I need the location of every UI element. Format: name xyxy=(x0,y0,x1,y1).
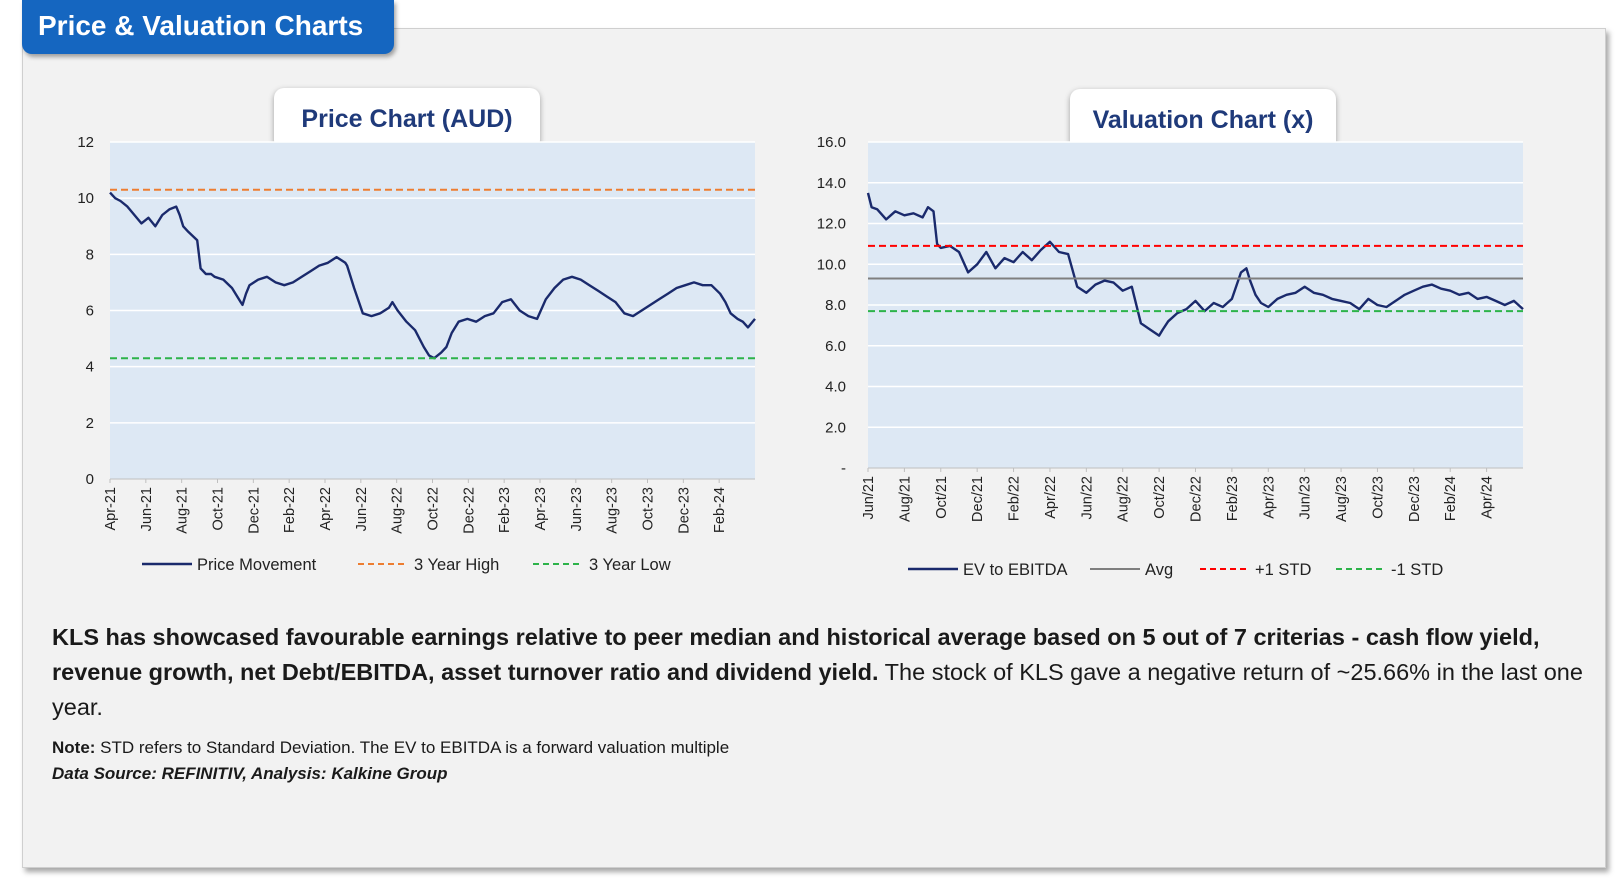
price-chart-title: Price Chart (AUD) xyxy=(274,88,540,150)
y-tick-label: 10.0 xyxy=(817,256,846,273)
x-tick-label: Dec/21 xyxy=(970,476,986,522)
legend-label: EV to EBITDA xyxy=(963,561,1068,579)
y-tick-label: 4.0 xyxy=(825,379,846,396)
note-line: Note: STD refers to Standard Deviation. … xyxy=(52,738,729,758)
y-tick-label: 6.0 xyxy=(825,338,846,355)
note-text: STD refers to Standard Deviation. The EV… xyxy=(95,738,730,757)
section-title: Price & Valuation Charts xyxy=(22,0,394,54)
legend-label: 3 Year Low xyxy=(589,556,671,574)
x-tick-label: Feb-23 xyxy=(497,487,513,533)
x-tick-label: Apr/23 xyxy=(1261,476,1277,519)
y-tick-label: 2 xyxy=(86,415,94,432)
y-tick-label: 8 xyxy=(86,246,94,263)
valuation-chart-title: Valuation Chart (x) xyxy=(1070,89,1336,151)
legend-label: -1 STD xyxy=(1391,561,1443,579)
y-tick-label: 16.0 xyxy=(817,134,846,151)
x-tick-label: Dec-21 xyxy=(246,487,262,534)
x-tick-label: Oct/21 xyxy=(934,476,950,519)
x-tick-label: Aug/22 xyxy=(1116,476,1132,522)
legend-label: Price Movement xyxy=(197,556,317,574)
x-tick-label: Aug/21 xyxy=(897,476,913,522)
y-tick-label: - xyxy=(841,460,846,477)
series-line-price-movement xyxy=(109,191,756,360)
x-tick-label: Oct-21 xyxy=(211,487,227,531)
x-tick-label: Aug-21 xyxy=(175,487,191,534)
y-tick-label: 12.0 xyxy=(817,216,846,233)
x-tick-label: Aug-22 xyxy=(390,487,406,534)
y-tick-label: 8.0 xyxy=(825,297,846,314)
x-tick-label: Dec-22 xyxy=(461,487,477,534)
x-tick-label: Jun-21 xyxy=(139,487,155,531)
x-tick-label: Feb/23 xyxy=(1225,476,1241,521)
y-tick-label: 6 xyxy=(86,303,94,320)
x-tick-label: Feb-22 xyxy=(282,487,298,533)
summary-regular-text: The stock of KLS gave a negative return … xyxy=(52,659,1583,720)
legend-label: Avg xyxy=(1145,561,1173,579)
x-tick-label: Jun/22 xyxy=(1079,476,1095,520)
x-tick-label: Dec/23 xyxy=(1407,476,1423,522)
x-tick-label: Apr/24 xyxy=(1480,476,1496,519)
x-tick-label: Apr-23 xyxy=(533,487,549,531)
valuation-chart: - 2.0 4.0 6.0 8.0 10.0 12.0 14.0 16.0 Jun/21 Aug/2… xyxy=(817,134,1524,579)
x-tick-label: Dec/22 xyxy=(1189,476,1205,522)
x-tick-label: Oct/22 xyxy=(1152,476,1168,519)
summary-paragraph: KLS has showcased favourable earnings re… xyxy=(52,620,1597,725)
x-tick-label: Jun/23 xyxy=(1298,476,1314,520)
x-tick-label: Apr/22 xyxy=(1043,476,1059,519)
data-source: Data Source: REFINITIV, Analysis: Kalkin… xyxy=(52,764,448,783)
charts-canvas: 0 2 4 6 8 10 12 Apr-21 Jun-21 Aug-21 Oct-21 Dec-21 F… xyxy=(77,134,1524,579)
x-tick-label: Aug/23 xyxy=(1334,476,1350,522)
x-tick-label: Oct-23 xyxy=(641,487,657,531)
x-tick-label: Feb/24 xyxy=(1443,476,1459,521)
x-tick-label: Dec-23 xyxy=(676,487,692,534)
y-tick-label: 12 xyxy=(77,134,94,151)
y-tick-label: 4 xyxy=(86,359,94,376)
price-chart: 0 2 4 6 8 10 12 Apr-21 Jun-21 Aug-21 Oct-21 Dec-21 F… xyxy=(77,134,756,574)
y-tick-label: 2.0 xyxy=(825,419,846,436)
legend-label: +1 STD xyxy=(1255,561,1311,579)
y-tick-label: 10 xyxy=(77,190,94,207)
x-tick-label: Jun-22 xyxy=(354,487,370,531)
x-tick-label: Jun-23 xyxy=(569,487,585,531)
x-tick-label: Oct-22 xyxy=(426,487,442,531)
series-line-ev-to-ebitda xyxy=(866,192,1524,337)
x-tick-label: Feb-24 xyxy=(712,487,728,533)
x-tick-label: Apr-21 xyxy=(103,487,119,531)
legend-label: 3 Year High xyxy=(414,556,499,574)
x-tick-label: Feb/22 xyxy=(1007,476,1023,521)
y-tick-label: 14.0 xyxy=(817,175,846,192)
x-tick-label: Aug-23 xyxy=(605,487,621,534)
note-label: Note: xyxy=(52,738,96,757)
summary-bold-text: KLS has showcased favourable earnings re… xyxy=(52,624,1540,685)
x-tick-label: Jun/21 xyxy=(861,476,877,520)
y-tick-label: 0 xyxy=(86,471,94,488)
x-tick-label: Oct/23 xyxy=(1370,476,1386,519)
x-tick-label: Apr-22 xyxy=(318,487,334,531)
